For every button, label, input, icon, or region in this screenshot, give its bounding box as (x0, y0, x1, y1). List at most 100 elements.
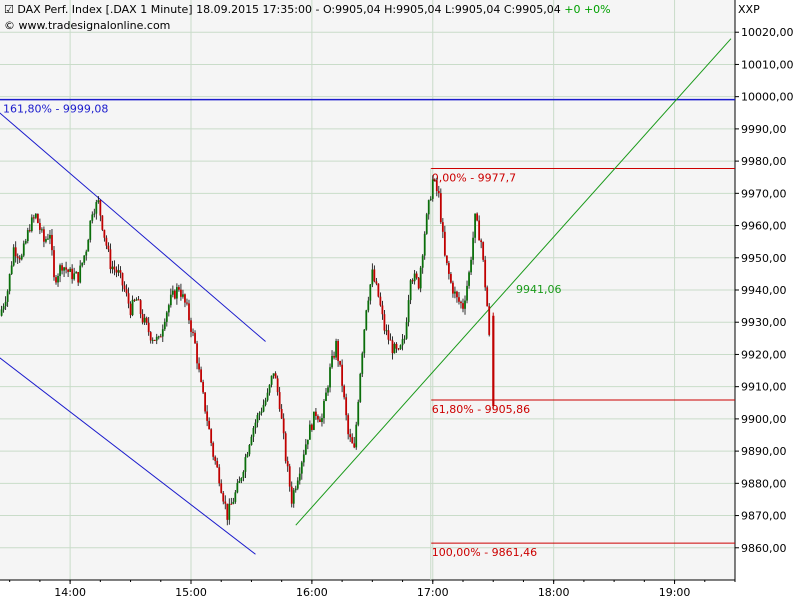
candle-down (153, 339, 156, 341)
candle-up (171, 290, 174, 295)
candle-up (294, 488, 297, 491)
candle-up (431, 179, 434, 199)
header-datetime: 18.09.2015 17:35:00 (196, 3, 312, 16)
candle-up (75, 272, 78, 274)
candle-down (220, 483, 223, 493)
candle-up (270, 375, 273, 385)
candle-down (103, 229, 106, 238)
candle-down (36, 213, 39, 223)
candle-down (456, 291, 458, 298)
candle-down (333, 355, 335, 358)
candle-up (464, 300, 466, 309)
candle-up (308, 424, 311, 440)
candle-down (480, 240, 483, 243)
candle-down (290, 486, 293, 504)
candle-up (472, 237, 474, 260)
y-tick-label: 9900,00 (741, 413, 787, 426)
candle-down (347, 415, 350, 435)
candle-up (34, 213, 37, 218)
candle-up (323, 401, 325, 419)
y-tick-label: 9940,00 (741, 284, 787, 297)
candle-down (141, 313, 144, 323)
x-tick-label: 19:00 (659, 586, 691, 599)
candle-up (30, 217, 33, 231)
y-tick-label: 9990,00 (741, 123, 787, 136)
candle-up (260, 411, 263, 413)
candle-down (71, 268, 74, 280)
candle-up (371, 269, 374, 285)
candle-up (97, 200, 100, 203)
candle-up (240, 478, 243, 481)
candle-down (415, 273, 418, 278)
candle-down (14, 247, 17, 257)
candle-down (351, 437, 354, 444)
candle-up (292, 490, 295, 504)
candle-down (488, 306, 491, 335)
candle-down (77, 272, 80, 283)
candle-down (274, 373, 277, 379)
candle-up (313, 411, 315, 430)
candle-down (186, 302, 188, 304)
candle-up (329, 367, 331, 388)
candle-down (345, 397, 348, 416)
candle-down (397, 348, 400, 350)
candle-down (476, 213, 479, 221)
provider-label: XXP (738, 3, 760, 16)
candle-down (286, 461, 289, 467)
candle-down (218, 467, 221, 484)
candle-up (59, 265, 61, 276)
candle-down (226, 503, 229, 520)
candle-down (276, 378, 279, 393)
y-tick-label: 9960,00 (741, 220, 787, 233)
candle-up (151, 339, 154, 341)
candle-down (383, 314, 386, 331)
candle-down (53, 250, 55, 278)
candle-up (300, 462, 303, 474)
candle-down (224, 501, 227, 504)
candle-up (302, 454, 305, 463)
candle-down (119, 270, 122, 273)
candle-down (443, 231, 446, 256)
candle-up (427, 200, 430, 215)
candle-down (349, 434, 352, 438)
copyright-icon: © (4, 19, 15, 32)
y-tick-label: 9880,00 (741, 477, 787, 490)
candle-up (157, 336, 160, 338)
candle-down (462, 303, 464, 309)
candle-up (161, 329, 164, 337)
checkbox-icon[interactable]: ☑ (4, 3, 14, 16)
candle-down (123, 285, 126, 290)
candle-up (470, 259, 472, 273)
candle-up (6, 291, 9, 302)
candle-up (272, 373, 275, 376)
candle-up (296, 480, 299, 489)
candle-down (159, 336, 162, 338)
y-tick-label: 10020,00 (741, 26, 794, 39)
candle-up (242, 471, 245, 479)
y-tick-label: 9930,00 (741, 316, 787, 329)
candle-up (246, 454, 249, 458)
candle-down (194, 332, 196, 344)
candle-up (393, 343, 396, 354)
candle-up (49, 234, 51, 239)
candle-up (93, 213, 96, 215)
candle-up (468, 272, 470, 286)
candle-down (341, 364, 344, 386)
candle-up (256, 415, 259, 423)
candle-down (482, 242, 485, 260)
candle-up (254, 422, 257, 429)
candle-down (343, 385, 346, 398)
website-line: © www.tradesignalonline.com (4, 19, 170, 32)
candle-up (419, 267, 422, 289)
candle-up (12, 247, 15, 266)
candle-down (198, 363, 200, 370)
candle-up (2, 306, 5, 310)
candle-down (377, 283, 380, 297)
y-tick-label: 9890,00 (741, 445, 787, 458)
website-link[interactable]: www.tradesignalonline.com (18, 19, 171, 32)
x-tick-label: 17:00 (417, 586, 449, 599)
candle-up (167, 305, 170, 313)
candle-down (133, 299, 136, 301)
